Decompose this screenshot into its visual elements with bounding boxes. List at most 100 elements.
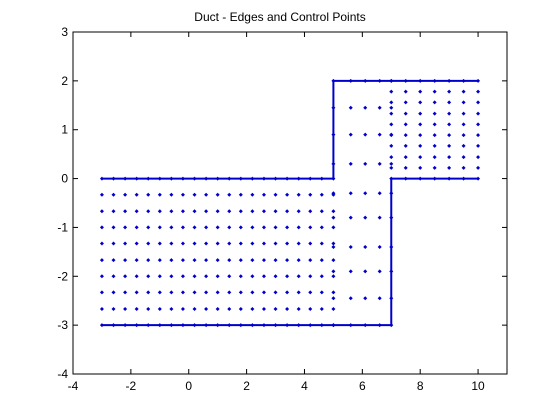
x-tick-label: 6 [359, 379, 366, 393]
control-point [377, 269, 382, 274]
control-point [296, 192, 301, 197]
control-point [432, 100, 437, 105]
duct-edge-1 [101, 79, 479, 180]
control-point [250, 258, 255, 263]
control-point [296, 290, 301, 295]
control-point [403, 111, 408, 116]
control-point [461, 143, 466, 148]
control-point [296, 307, 301, 312]
control-point [389, 89, 394, 94]
control-point [99, 225, 104, 230]
control-point [250, 225, 255, 230]
control-point [308, 290, 313, 295]
control-point [331, 244, 336, 249]
control-point [227, 274, 232, 279]
control-point [204, 258, 209, 263]
control-point [285, 274, 290, 279]
control-point [261, 274, 266, 279]
control-point [204, 274, 209, 279]
control-point [331, 307, 336, 312]
control-point [261, 290, 266, 295]
control-point [432, 143, 437, 148]
data-layer [99, 78, 481, 328]
control-point [215, 241, 220, 246]
control-point [389, 155, 394, 160]
control-point [215, 290, 220, 295]
control-point [261, 241, 266, 246]
control-point [134, 209, 139, 214]
control-point [169, 274, 174, 279]
control-point [111, 290, 116, 295]
control-point [461, 155, 466, 160]
control-point [308, 274, 313, 279]
control-point [418, 111, 423, 116]
control-point [238, 290, 243, 295]
control-point [319, 258, 324, 263]
control-point [123, 241, 128, 246]
control-point [403, 100, 408, 105]
control-point [204, 307, 209, 312]
axes-box [72, 31, 508, 375]
control-point [447, 155, 452, 160]
y-tick-label: 1 [61, 123, 68, 137]
control-point [377, 244, 382, 249]
control-point [111, 307, 116, 312]
control-point [461, 89, 466, 94]
control-point [331, 274, 336, 279]
control-point [146, 307, 151, 312]
ticks-layer: -4 -2 0 2 4 6 8 10 -4 -3 -2 -1 0 1 2 3 [57, 25, 507, 393]
control-point [389, 100, 394, 105]
control-point [192, 258, 197, 263]
control-point [285, 290, 290, 295]
control-point [476, 133, 481, 138]
control-point [261, 209, 266, 214]
control-point [238, 225, 243, 230]
control-point-block-1 [99, 176, 336, 328]
control-point [215, 258, 220, 263]
control-point [180, 274, 185, 279]
control-point [180, 192, 185, 197]
control-point [308, 192, 313, 197]
control-point [389, 165, 394, 170]
control-point [157, 225, 162, 230]
control-point [348, 296, 353, 301]
control-point [296, 258, 301, 263]
control-point [331, 269, 336, 274]
control-point [123, 290, 128, 295]
x-tick-label: 8 [417, 379, 424, 393]
control-point [238, 307, 243, 312]
control-point [319, 225, 324, 230]
control-point [146, 274, 151, 279]
control-point [157, 307, 162, 312]
control-point [348, 269, 353, 274]
control-point [403, 89, 408, 94]
control-point [192, 241, 197, 246]
control-point [204, 290, 209, 295]
control-point [363, 161, 368, 166]
control-point [476, 89, 481, 94]
control-point [447, 143, 452, 148]
control-point [169, 307, 174, 312]
y-tick-label: -4 [57, 367, 68, 381]
control-point [363, 269, 368, 274]
control-point [169, 192, 174, 197]
control-point [227, 290, 232, 295]
control-point [157, 241, 162, 246]
control-point [99, 258, 104, 263]
control-point [331, 209, 336, 214]
control-point [123, 225, 128, 230]
control-point [377, 161, 382, 166]
control-point [461, 100, 466, 105]
control-point [363, 132, 368, 137]
control-point [169, 290, 174, 295]
control-point [238, 241, 243, 246]
duct-edge-2 [101, 177, 479, 327]
control-point [418, 133, 423, 138]
control-point [285, 209, 290, 214]
control-point [447, 165, 452, 170]
control-point [99, 192, 104, 197]
control-point [285, 241, 290, 246]
control-point [111, 192, 116, 197]
y-tick-label: -3 [57, 318, 68, 332]
control-point [273, 307, 278, 312]
